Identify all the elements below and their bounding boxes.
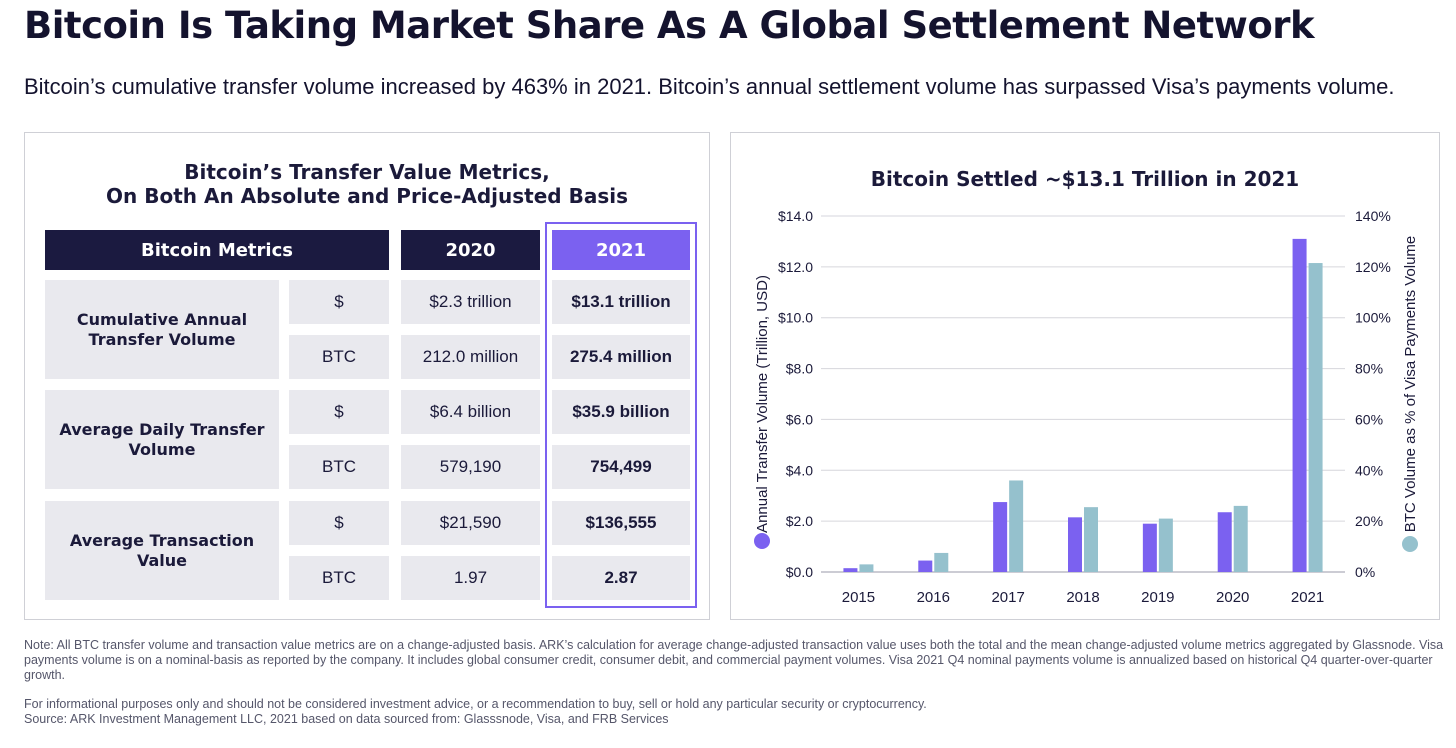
y-right-tick-label: 100% [1355, 310, 1391, 326]
legend-dot-visa-share [1402, 536, 1418, 552]
y-tick-label: $14.0 [778, 208, 813, 224]
bar-visa-share [1158, 518, 1173, 572]
unit-cell: BTC [289, 335, 389, 379]
metric-average-daily-transfer-volume: Average Daily Transfer Volume [45, 390, 279, 489]
x-tick-label: 2015 [842, 589, 875, 606]
x-tick-label: 2019 [1141, 589, 1174, 606]
y-tick-label: $2.0 [786, 513, 813, 529]
y-right-tick-label: 0% [1355, 564, 1375, 580]
y-tick-label: $12.0 [778, 259, 813, 275]
bar-transfer-volume [1217, 512, 1232, 572]
y-right-tick-label: 40% [1355, 462, 1383, 478]
value-2020-cell: 579,190 [401, 445, 540, 489]
footnote-disclaimer: For informational purposes only and shou… [24, 697, 927, 711]
value-2021-cell: $136,555 [552, 501, 690, 545]
value-2021-cell: 2.87 [552, 556, 690, 600]
y-tick-label: $6.0 [786, 411, 813, 427]
bar-transfer-volume [1142, 523, 1157, 572]
bar-visa-share [1009, 480, 1024, 572]
bar-visa-share [934, 552, 949, 572]
x-tick-label: 2016 [917, 589, 950, 606]
page-title: Bitcoin Is Taking Market Share As A Glob… [24, 4, 1315, 47]
bar-transfer-volume [1292, 238, 1307, 572]
value-2020-cell: $21,590 [401, 501, 540, 545]
chart-title: Bitcoin Settled ~$13.1 Trillion in 2021 [870, 167, 1300, 191]
page-subtitle: Bitcoin’s cumulative transfer volume inc… [24, 74, 1395, 99]
metric-average-transaction-value: Average Transaction Value [45, 501, 279, 600]
bar-transfer-volume [1068, 517, 1082, 572]
table-title-line1: Bitcoin’s Transfer Value Metrics, [184, 160, 550, 184]
unit-cell: $ [289, 390, 389, 434]
value-2021-cell: $13.1 trillion [552, 280, 690, 324]
unit-cell: $ [289, 501, 389, 545]
header-2021: 2021 [552, 230, 690, 270]
metrics-table-panel: Bitcoin’s Transfer Value Metrics, On Bot… [24, 132, 710, 620]
value-2020-cell: 1.97 [401, 556, 540, 600]
year-2021-highlight-box [545, 222, 697, 608]
x-tick-label: 2021 [1291, 589, 1324, 606]
bar-visa-share [1084, 507, 1098, 572]
y-axis-label: Annual Transfer Volume (Trillion, USD) [754, 275, 771, 533]
bar-visa-share [1233, 505, 1248, 572]
y-right-tick-label: 140% [1355, 208, 1391, 224]
y-right-axis-label: BTC Volume as % of Visa Payments Volume [1402, 236, 1419, 533]
x-tick-label: 2018 [1066, 589, 1099, 606]
metric-cumulative-annual-transfer-volume: Cumulative Annual Transfer Volume [45, 280, 279, 379]
y-tick-label: $0.0 [786, 564, 813, 580]
value-2020-cell: 212.0 million [401, 335, 540, 379]
bar-chart: $0.0 0% $2.0 20% $4.0 40% $6.0 60% $8.0 80% $10.0 1… [754, 208, 1419, 606]
bar-visa-share [1308, 263, 1323, 572]
y-tick-label: $4.0 [786, 462, 813, 478]
header-bitcoin-metrics: Bitcoin Metrics [45, 230, 389, 270]
y-right-tick-label: 60% [1355, 411, 1383, 427]
value-2021-cell: 754,499 [552, 445, 690, 489]
y-tick-label: $8.0 [786, 361, 813, 377]
value-2021-cell: 275.4 million [552, 335, 690, 379]
footnote-note: Note: All BTC transfer volume and transa… [24, 638, 1444, 682]
y-right-tick-label: 80% [1355, 361, 1383, 377]
table-title-line2: On Both An Absolute and Price-Adjusted B… [106, 184, 628, 208]
legend-dot-transfer-volume [754, 533, 770, 549]
y-right-tick-label: 20% [1355, 513, 1383, 529]
unit-cell: BTC [289, 556, 389, 600]
bar-visa-share [859, 564, 874, 572]
footnote-source: Source: ARK Investment Management LLC, 2… [24, 712, 669, 726]
value-2020-cell: $2.3 trillion [401, 280, 540, 324]
x-tick-label: 2017 [991, 589, 1024, 606]
value-2020-cell: $6.4 billion [401, 390, 540, 434]
unit-cell: BTC [289, 445, 389, 489]
bar-transfer-volume [993, 502, 1008, 572]
value-2021-cell: $35.9 billion [552, 390, 690, 434]
header-2020: 2020 [401, 230, 540, 270]
bar-transfer-volume [918, 560, 933, 572]
y-tick-label: $10.0 [778, 310, 813, 326]
x-tick-label: 2020 [1216, 589, 1249, 606]
unit-cell: $ [289, 280, 389, 324]
bar-transfer-volume [843, 568, 858, 572]
chart-panel: Bitcoin Settled ~$13.1 Trillion in 2021 … [730, 132, 1440, 620]
y-right-tick-label: 120% [1355, 259, 1391, 275]
